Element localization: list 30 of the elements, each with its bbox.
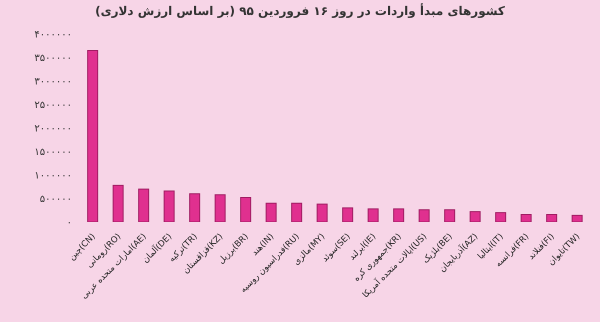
bar	[316, 204, 328, 222]
bar	[266, 202, 277, 222]
bar	[418, 209, 430, 222]
bar	[470, 211, 481, 222]
bar	[342, 207, 354, 222]
y-tick-label: ۳۵۰۰۰۰۰	[34, 53, 72, 64]
y-tick-label: ۰	[66, 218, 72, 229]
chart-title: کشورهای مبدأ واردات در روز ۱۶ فروردین ۹۵ (بر اساس ارزش دلاری)	[94, 4, 506, 18]
bar	[520, 214, 532, 222]
bar	[214, 194, 226, 222]
bar	[444, 209, 456, 222]
bar	[495, 212, 506, 222]
y-tick-label: ۳۰۰۰۰۰۰	[34, 76, 72, 88]
bar	[368, 208, 379, 222]
bar	[240, 197, 252, 222]
bar	[189, 193, 200, 222]
bar	[112, 184, 124, 222]
bar	[291, 202, 302, 222]
y-tick-label: ۱۵۰۰۰۰۰	[34, 147, 72, 158]
bar	[393, 208, 404, 222]
bar	[164, 190, 175, 222]
bar	[546, 214, 558, 222]
y-tick-label: ۵۰۰۰۰۰	[40, 194, 72, 206]
y-tick-label: ۲۰۰۰۰۰۰	[34, 124, 72, 135]
y-tick-label: ۲۵۰۰۰۰۰	[34, 100, 72, 112]
bar	[138, 188, 150, 222]
y-tick-label: ۴۰۰۰۰۰۰	[34, 30, 72, 41]
bar	[572, 214, 583, 222]
y-tick-label: ۱۰۰۰۰۰۰	[34, 170, 72, 182]
bar	[87, 50, 98, 222]
